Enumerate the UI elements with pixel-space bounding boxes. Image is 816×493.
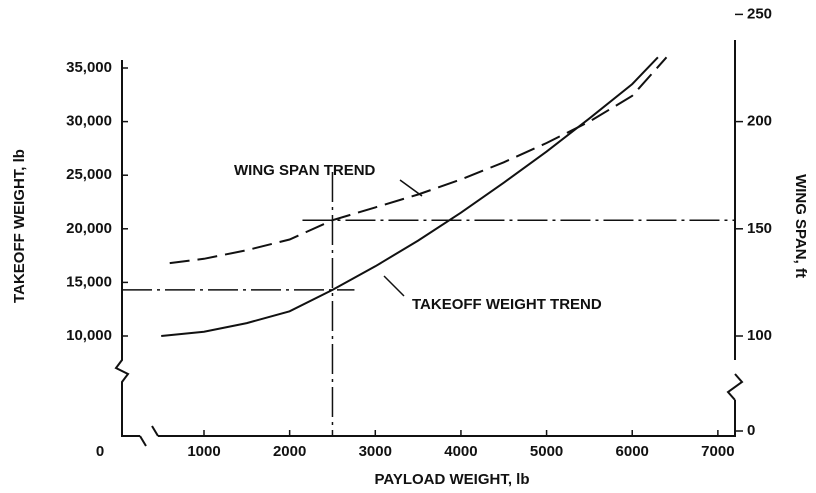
leader <box>399 179 423 197</box>
y-tick-label: 10,000 <box>66 327 112 344</box>
x-tick-label: 6000 <box>616 443 649 460</box>
y-tick-label: 20,000 <box>66 220 112 237</box>
x-axis-label: PAYLOAD WEIGHT, lb <box>374 471 529 488</box>
series-line <box>161 56 659 337</box>
y-axis-label: TAKEOFF WEIGHT, lb <box>11 149 28 303</box>
x-tick-label: 3000 <box>359 443 392 460</box>
x-tick-label: 5000 <box>530 443 563 460</box>
y2-tick-label: 0 <box>747 422 755 439</box>
series-label: WING SPAN TREND <box>234 162 376 179</box>
axis-break <box>139 373 744 447</box>
y-tick-label: 35,000 <box>66 59 112 76</box>
x-tick-label: 1000 <box>187 443 220 460</box>
axes <box>114 40 736 437</box>
y2-tick-label: 150 <box>747 220 772 237</box>
y-tick-label: 15,000 <box>66 273 112 290</box>
x-tick-label: 0 <box>96 443 104 460</box>
y-tick-label: 25,000 <box>66 166 112 183</box>
series-label: TAKEOFF WEIGHT TREND <box>412 296 602 313</box>
y-tick-label: 30,000 <box>66 113 112 130</box>
x-tick-label: 7000 <box>701 443 734 460</box>
y2-axis-label: WING SPAN, ft <box>792 174 809 278</box>
leader <box>383 275 405 297</box>
y2-tick-label: 200 <box>747 113 772 130</box>
x-tick-label: 4000 <box>444 443 477 460</box>
series-line <box>169 56 668 265</box>
y2-tick-label: 250 <box>747 5 772 22</box>
x-tick-label: 2000 <box>273 443 306 460</box>
y2-tick-label: 100 <box>747 327 772 344</box>
